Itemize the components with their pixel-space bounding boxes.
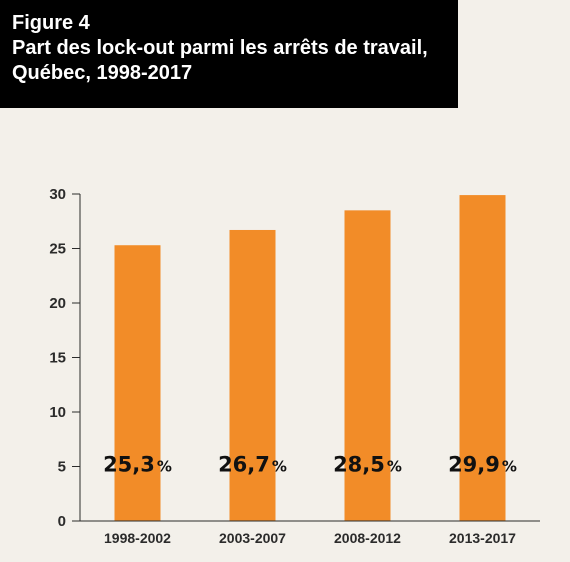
y-tick-label: 0 [58, 513, 66, 530]
x-axis: 1998-2002 2003-2007 2008-2012 2013-2017 [80, 520, 540, 546]
x-tick-label: 2003-2007 [219, 530, 286, 546]
x-tick-label: 1998-2002 [104, 530, 171, 546]
chart-title: Part des lock-out parmi les arrêts de tr… [12, 37, 428, 84]
bar-1998-2002 [114, 245, 161, 522]
y-tick-20: 20 [49, 295, 80, 312]
x-tick-2003-2007: 2003-2007 [219, 530, 286, 546]
x-tick-label: 2008-2012 [334, 530, 401, 546]
x-tick-2013-2017: 2013-2017 [449, 530, 516, 546]
y-tick-10: 10 [49, 404, 80, 421]
y-tick-label: 25 [49, 241, 66, 258]
y-tick-label: 15 [49, 350, 66, 367]
data-label-1998-2002: 25,3% [103, 453, 172, 477]
y-tick-30: 30 [49, 186, 80, 203]
x-tick-1998-2002: 1998-2002 [104, 530, 171, 546]
bar-2008-2012 [344, 210, 391, 521]
data-label-2008-2012: 28,5% [333, 453, 402, 477]
y-tick-label: 5 [58, 459, 66, 476]
x-tick-2008-2012: 2008-2012 [334, 530, 401, 546]
y-tick-label: 20 [49, 295, 66, 312]
data-labels: 25,3% 26,7% 28,5% 29,9% [103, 453, 517, 477]
y-tick-25: 25 [49, 241, 80, 258]
y-axis: 0 5 10 15 20 25 30 [49, 186, 81, 530]
data-label-2003-2007: 26,7% [218, 453, 287, 477]
y-tick-5: 5 [58, 459, 80, 476]
bar-2003-2007 [229, 229, 276, 521]
x-tick-label: 2013-2017 [449, 530, 516, 546]
figure-label: Figure 4 [12, 12, 90, 34]
y-tick-label: 30 [49, 186, 66, 203]
y-tick-0: 0 [58, 513, 80, 530]
y-tick-15: 15 [49, 350, 80, 367]
y-tick-label: 10 [49, 404, 66, 421]
bars [114, 195, 506, 522]
title-box: Figure 4 Part des lock-out parmi les arr… [0, 0, 458, 108]
data-label-2013-2017: 29,9% [448, 453, 517, 477]
bar-2013-2017 [459, 195, 506, 521]
